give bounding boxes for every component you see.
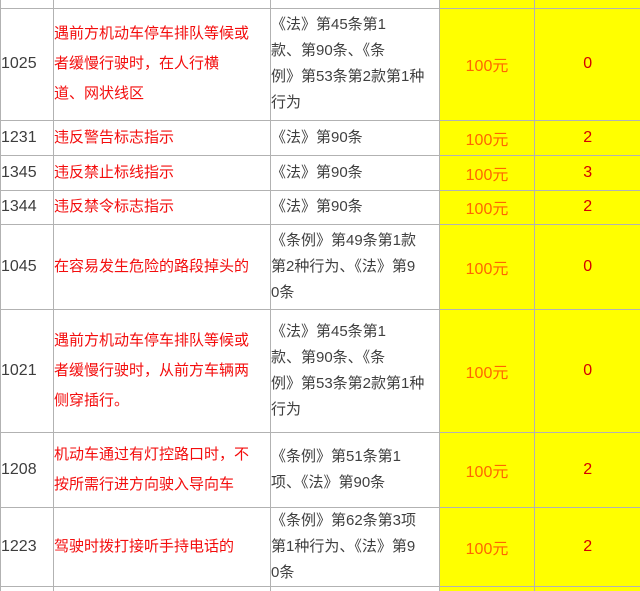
table-row: 1231 违反警告标志指示 《法》第90条 100元 2 xyxy=(0,119,640,156)
table-row: 1208 机动车通过有灯控路口时，不 按所需行进方向驶入导向车 《条例》第51条… xyxy=(0,431,640,508)
legal-basis-cell: 《法》第45条第1 款、第90条、《条 例》第53条第2款第1种 行为 xyxy=(270,7,440,121)
fine-cell: 100元 xyxy=(439,308,535,433)
points-cell xyxy=(534,585,640,591)
code-cell: 1345 xyxy=(0,154,54,191)
fine-cell: 100元 xyxy=(439,189,535,225)
legal-basis-cell: 《法》第90条 xyxy=(270,119,440,156)
code-cell: 1344 xyxy=(0,189,54,225)
legal-basis-cell: 《条例》第49条第1款 第2种行为、《法》第9 0条 xyxy=(270,223,440,310)
violation-cell: 违反警告标志指示 xyxy=(53,119,271,156)
violation-cell: 违反禁止标线指示 xyxy=(53,154,271,191)
legal-basis-cell: 《条例》第62条第3项 第1种行为、《法》第9 0条 xyxy=(270,506,440,587)
partial-row-bottom xyxy=(0,585,640,591)
table-row: 1025 遇前方机动车停车排队等候或 者缓慢行驶时，在人行横 道、网状线区 《法… xyxy=(0,7,640,121)
legal-basis-cell xyxy=(270,0,440,9)
violation-cell xyxy=(53,0,271,9)
violation-cell: 机动车通过有灯控路口时，不 按所需行进方向驶入导向车 xyxy=(53,431,271,508)
fine-cell: 100元 xyxy=(439,7,535,121)
points-cell: 3 xyxy=(534,154,640,191)
points-cell: 2 xyxy=(534,431,640,508)
points-cell: 0 xyxy=(534,308,640,433)
fine-cell: 100元 xyxy=(439,119,535,156)
table-row: 1045 在容易发生危险的路段掉头的 《条例》第49条第1款 第2种行为、《法》… xyxy=(0,223,640,310)
fine-cell: 100元 xyxy=(439,506,535,587)
code-cell: 1045 xyxy=(0,223,54,310)
legal-basis-cell: 《法》第90条 xyxy=(270,154,440,191)
legal-basis-cell: 《法》第45条第1 款、第90条、《条 例》第53条第2款第1种 行为 xyxy=(270,308,440,433)
legal-basis-cell: 《法》第90条 xyxy=(270,189,440,225)
violation-cell: 违反禁令标志指示 xyxy=(53,189,271,225)
code-cell: 1231 xyxy=(0,119,54,156)
code-cell: 1025 xyxy=(0,7,54,121)
fine-cell xyxy=(439,0,535,9)
code-cell: 1208 xyxy=(0,431,54,508)
points-cell: 2 xyxy=(534,119,640,156)
code-cell xyxy=(0,0,54,9)
points-cell: 2 xyxy=(534,189,640,225)
fine-cell xyxy=(439,585,535,591)
fine-cell: 100元 xyxy=(439,223,535,310)
points-cell: 0 xyxy=(534,7,640,121)
fine-cell: 100元 xyxy=(439,431,535,508)
violation-cell: 遇前方机动车停车排队等候或 者缓慢行驶时，在人行横 道、网状线区 xyxy=(53,7,271,121)
points-cell xyxy=(534,0,640,9)
legal-basis-cell: 《条例》第51条第1 项、《法》第90条 xyxy=(270,431,440,508)
fine-cell: 100元 xyxy=(439,154,535,191)
table-row: 1344 违反禁令标志指示 《法》第90条 100元 2 xyxy=(0,189,640,225)
table-row: 1223 驾驶时拨打接听手持电话的 《条例》第62条第3项 第1种行为、《法》第… xyxy=(0,506,640,587)
violation-cell xyxy=(53,585,271,591)
legal-basis-cell xyxy=(270,585,440,591)
partial-row-top xyxy=(0,0,640,9)
points-cell: 2 xyxy=(534,506,640,587)
violation-cell: 在容易发生危险的路段掉头的 xyxy=(53,223,271,310)
table-row: 1021 遇前方机动车停车排队等候或 者缓慢行驶时，从前方车辆两 侧穿插行。 《… xyxy=(0,308,640,433)
code-cell: 1223 xyxy=(0,506,54,587)
code-cell xyxy=(0,585,54,591)
points-cell: 0 xyxy=(534,223,640,310)
violation-cell: 驾驶时拨打接听手持电话的 xyxy=(53,506,271,587)
table-row: 1345 违反禁止标线指示 《法》第90条 100元 3 xyxy=(0,154,640,191)
code-cell: 1021 xyxy=(0,308,54,433)
violation-cell: 遇前方机动车停车排队等候或 者缓慢行驶时，从前方车辆两 侧穿插行。 xyxy=(53,308,271,433)
